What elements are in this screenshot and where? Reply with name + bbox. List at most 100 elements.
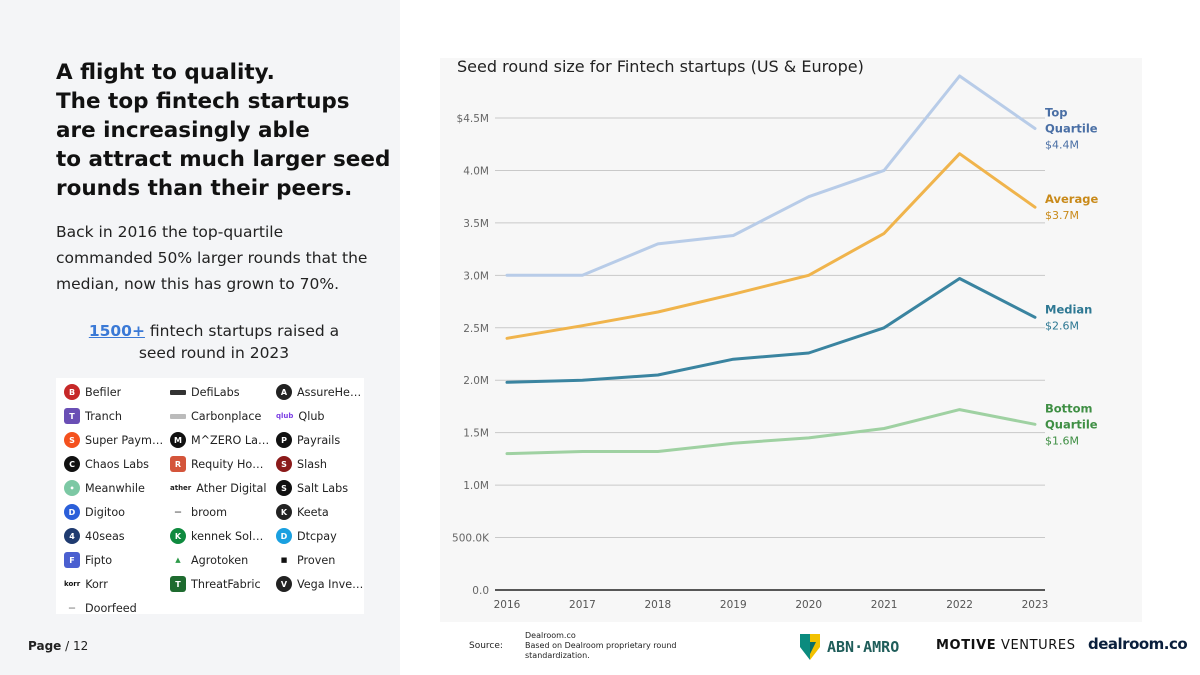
startup-logo-icon: K xyxy=(276,504,292,520)
startup-logo-icon: D xyxy=(276,528,292,544)
raised-text: fintech startups raised a xyxy=(149,322,340,340)
page-label: Page xyxy=(28,639,62,653)
motive-wordmark-rest: VENTURES xyxy=(996,638,1076,653)
x-tick-label: 2016 xyxy=(494,599,521,611)
x-tick-label: 2017 xyxy=(569,599,596,611)
startup-logo-icon: — xyxy=(174,508,182,516)
startup-logo: P Payrails xyxy=(276,431,366,449)
startup-logo: T ThreatFabric xyxy=(170,575,270,593)
x-tick-label: 2020 xyxy=(795,599,822,611)
x-tick-label: 2022 xyxy=(946,599,973,611)
raised-caption: 1500+ fintech startups raised a seed rou… xyxy=(56,320,372,364)
series-label: Quartile xyxy=(1045,121,1098,135)
startup-logo: A AssureHedge xyxy=(276,383,366,401)
source-note: Dealroom.co Based on Dealroom proprietary… xyxy=(525,631,695,661)
series-line-top xyxy=(505,74,1037,277)
startup-logo: • Meanwhile xyxy=(64,479,164,497)
chart-background xyxy=(440,58,1142,622)
series-end-value: $4.4M xyxy=(1045,138,1079,151)
startup-logo: — broom xyxy=(170,503,270,521)
startup-logo-icon: ▲ xyxy=(175,556,181,564)
page-total: / 12 xyxy=(65,639,89,653)
startup-logo-icon: 4 xyxy=(64,528,80,544)
startup-logo: S Slash xyxy=(276,455,366,473)
headline-line: to attract much larger seed xyxy=(56,147,391,172)
motive-ventures-logo: MOTIVE VENTURES xyxy=(936,638,1076,653)
startup-logo-icon: K xyxy=(170,528,186,544)
y-tick-label: 3.0M xyxy=(463,270,489,282)
startup-logo: M M^ZERO Labs xyxy=(170,431,270,449)
startup-logo: K Keeta xyxy=(276,503,366,521)
startup-logo-icon: ather xyxy=(170,484,192,492)
startup-logo-icon: qlub xyxy=(276,412,294,420)
startup-logo: S Salt Labs xyxy=(276,479,366,497)
startup-logo: F Fipto xyxy=(64,551,164,569)
startup-logo: C Chaos Labs xyxy=(64,455,164,473)
startup-logo: B Befiler xyxy=(64,383,164,401)
page-number: Page / 12 xyxy=(28,639,88,653)
startup-logo-icon: F xyxy=(64,552,80,568)
startup-logo: qlub Qlub xyxy=(276,407,366,425)
startup-logo-icon: R xyxy=(170,456,186,472)
startup-logo: D Dtcpay xyxy=(276,527,366,545)
startup-logo-grid: B Befiler DefiLabs A AssureHedge T Tranch Carbo… xyxy=(56,378,366,617)
chart-title: Seed round size for Fintech startups (US… xyxy=(457,57,864,76)
startup-logo: R Requity Homes xyxy=(170,455,270,473)
startup-logo-icon: • xyxy=(64,480,80,496)
body-line: Back in 2016 the top-quartile xyxy=(56,223,284,241)
y-tick-label: 500.0K xyxy=(452,533,490,545)
x-tick-label: 2021 xyxy=(871,599,898,611)
headline: A flight to quality. The top fintech sta… xyxy=(56,58,391,203)
startup-logo: D Digitoo xyxy=(64,503,164,521)
raised-text: seed round in 2023 xyxy=(138,344,290,362)
series-label: Quartile xyxy=(1045,417,1098,431)
left-panel: A flight to quality. The top fintech sta… xyxy=(0,0,400,675)
startup-logo-icon xyxy=(170,413,186,419)
startup-logo: ather Ather Digital xyxy=(170,479,270,497)
y-tick-label: $4.5M xyxy=(457,113,489,125)
body-line: commanded 50% larger rounds that the xyxy=(56,249,368,267)
startup-logo-icon: V xyxy=(276,576,292,592)
startup-logo-icon: D xyxy=(64,504,80,520)
startup-logo: ▲ Agrotoken xyxy=(170,551,270,569)
startup-logo-icon: — xyxy=(68,604,76,612)
motive-wordmark-bold: MOTIVE xyxy=(936,638,997,653)
series-line-bottom xyxy=(505,408,1037,456)
source-note-line: Based on Dealroom proprietary round stan… xyxy=(525,641,677,660)
abn-amro-logo: ABN·AMRO xyxy=(800,634,899,660)
startup-logo: 4 40seas xyxy=(64,527,164,545)
startup-logo: ■ Proven xyxy=(276,551,366,569)
body-text: Back in 2016 the top-quartile commanded … xyxy=(56,219,386,297)
series-end-value: $2.6M xyxy=(1045,319,1079,332)
headline-line: The top fintech startups xyxy=(56,89,350,114)
startup-count-link[interactable]: 1500+ xyxy=(88,322,145,340)
x-tick-label: 2019 xyxy=(720,599,747,611)
startup-logo: — Doorfeed xyxy=(64,599,164,617)
y-tick-label: 0.0 xyxy=(472,585,489,597)
x-tick-label: 2018 xyxy=(644,599,671,611)
startup-logo-icon: korr xyxy=(64,580,81,588)
abn-amro-wordmark: ABN·AMRO xyxy=(827,638,900,656)
startup-logo: korr Korr xyxy=(64,575,164,593)
startup-logo-icon: T xyxy=(170,576,186,592)
startup-logo-icon: S xyxy=(276,480,292,496)
series-label: Average xyxy=(1045,192,1098,206)
body-line: median, now this has grown to 70%. xyxy=(56,275,340,293)
startup-logo-icon: S xyxy=(64,432,80,448)
source-note-line: Dealroom.co xyxy=(525,631,576,640)
series-label: Median xyxy=(1045,302,1092,316)
y-tick-label: 4.0M xyxy=(463,165,489,177)
series-label: Top xyxy=(1045,105,1067,119)
startup-logo: T Tranch xyxy=(64,407,164,425)
headline-line: rounds than their peers. xyxy=(56,176,353,201)
dealroom-logo: dealroom.co xyxy=(1088,635,1188,653)
startup-logo-icon xyxy=(170,389,186,395)
y-tick-label: 1.5M xyxy=(463,428,489,440)
y-tick-label: 1.0M xyxy=(463,480,489,492)
startup-logo-icon: B xyxy=(64,384,80,400)
startup-logo-icon: A xyxy=(276,384,292,400)
series-end-value: $3.7M xyxy=(1045,209,1079,222)
abn-amro-shield-icon xyxy=(800,634,820,660)
